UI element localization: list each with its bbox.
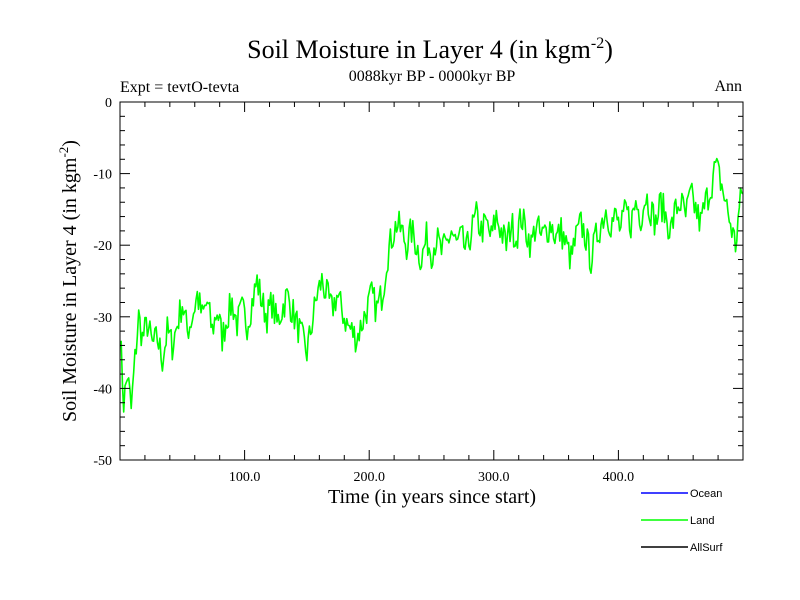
y-tick-label: -50 [93,454,112,469]
y-tick-label: -30 [93,311,112,326]
y-axis-label-superscript: -2 [56,147,71,158]
x-tick-label: 300.0 [478,470,510,485]
y-tick-label: -20 [93,239,112,254]
x-axis: 100.0 200.0 300.0 400.0 [144,102,719,485]
chart-subtitle: 0088kyr BP - 0000kyr BP [349,68,516,85]
expt-label: Expt = tevtO-tevta [120,79,239,96]
y-axis-label-close: ) [59,140,81,147]
chart-title: Soil Moisture in Layer 4 (in kgm-2) [247,35,613,64]
chart-title-main: Soil Moisture in Layer 4 (in kgm [247,35,591,64]
plot-area [120,157,743,413]
y-tick-label: -40 [93,382,112,397]
x-tick-label: 200.0 [353,470,385,485]
season-label: Ann [714,78,742,95]
y-axis: 0 -10 -20 -30 -40 -50 [93,96,743,469]
x-axis-label: Time (in years since start) [328,486,536,508]
series-line-land [120,157,743,413]
y-axis-label: Soil Moisture in Layer 4 (in kgm-2) [56,140,81,422]
legend: Ocean Land AllSurf [641,488,723,554]
x-tick-label: 100.0 [229,470,261,485]
chart-title-close: ) [604,35,613,64]
plot-frame [119,101,744,461]
y-tick-label: 0 [105,96,112,111]
legend-label-land: Land [690,515,714,527]
x-tick-label: 400.0 [603,470,635,485]
chart-title-superscript: -2 [591,35,604,52]
legend-label-allsurf: AllSurf [690,542,723,554]
legend-label-ocean: Ocean [690,488,722,500]
y-tick-label: -10 [93,168,112,183]
y-axis-label-main: Soil Moisture in Layer 4 (in kgm [59,157,81,422]
